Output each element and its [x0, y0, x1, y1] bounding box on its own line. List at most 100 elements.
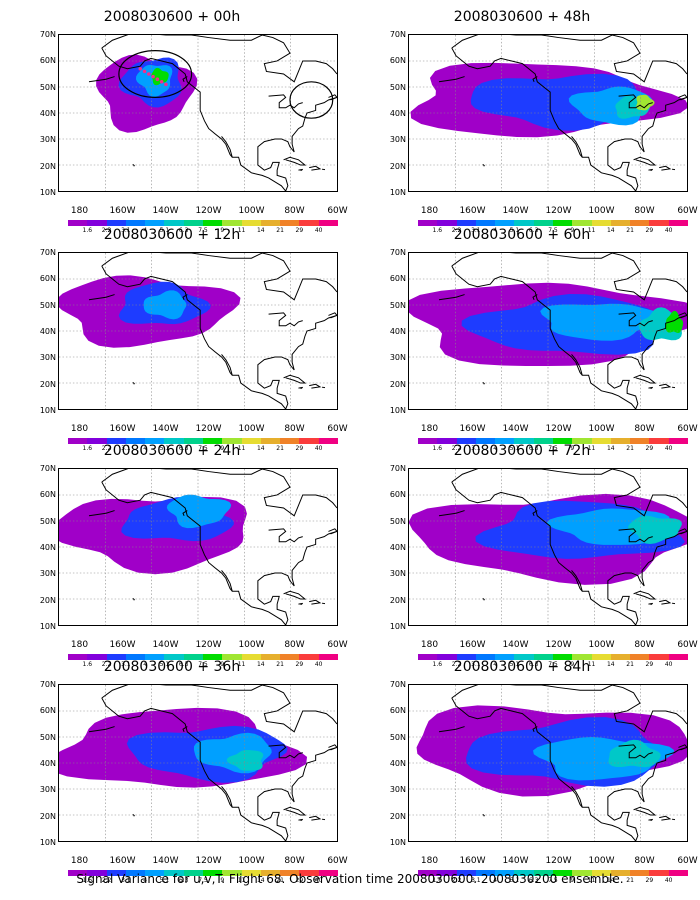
coastline [101, 685, 337, 733]
colorbar-label: 7.5 [198, 661, 208, 668]
coastline [309, 165, 322, 171]
latitude-label: 70N [389, 248, 406, 257]
panel-title: 2008030600 + 12h [103, 227, 241, 243]
longitude-label: 160W [459, 206, 486, 216]
colorbar [68, 220, 338, 226]
colorbar-label: 11 [587, 661, 596, 668]
colorbar-swatch [87, 654, 107, 660]
latitude-label: 30N [389, 135, 406, 145]
colorbar-label-spacer [328, 660, 338, 670]
colorbar-swatch [202, 438, 223, 444]
coastline [571, 786, 583, 808]
colorbar-label: 4 [143, 877, 148, 884]
colorbar-swatch [106, 220, 126, 226]
coastline [328, 744, 337, 751]
longitude-label: 120W [545, 640, 572, 650]
coastline [101, 265, 287, 409]
coastline [221, 570, 233, 592]
colorbar-swatch [668, 654, 688, 660]
colorbar-label: 2.2 [101, 227, 112, 234]
coastline [618, 528, 653, 543]
coastline [451, 35, 687, 83]
colorbar-label: 2.2 [451, 227, 462, 234]
colorbar-swatch [145, 220, 165, 226]
colorbar-swatch [591, 220, 611, 226]
panel-title: 2008030600 + 84h [453, 659, 591, 675]
colorbar-swatch [125, 438, 146, 444]
colorbar-swatch [202, 654, 223, 660]
coastline [451, 481, 637, 625]
colorbar-label: 29 [645, 661, 654, 668]
colorbar-swatch [630, 870, 650, 876]
latitude-label: 40N [389, 326, 406, 336]
colorbar-label: 29 [645, 877, 654, 884]
coastline [309, 383, 322, 389]
coastline [633, 156, 657, 166]
colorbar-swatch [299, 438, 319, 444]
latitude-label: 70N [39, 464, 56, 473]
longitude-label: 60W [677, 640, 698, 650]
colorbar [418, 654, 688, 660]
coastline [283, 374, 307, 384]
latitude-label: 20N [389, 811, 406, 821]
latitude-label: 50N [39, 300, 56, 310]
colorbar-swatch [164, 654, 184, 660]
colorbar-swatch [610, 438, 631, 444]
colorbar-swatch [260, 438, 281, 444]
colorbar-swatch [260, 870, 281, 876]
colorbar-label: 6.3 [178, 661, 189, 668]
colorbar-label: 5.1 [159, 877, 170, 884]
coastline [438, 294, 465, 301]
longitude-label: 180 [420, 424, 439, 434]
colorbar-swatch [318, 870, 338, 876]
map-plot-area [408, 34, 688, 192]
longitude-label: 80W [634, 640, 655, 650]
colorbar-swatch [418, 870, 438, 876]
colorbar [68, 870, 338, 876]
colorbar-swatch [145, 654, 165, 660]
colorbar-swatch [145, 438, 165, 444]
latitude-label: 20N [389, 595, 406, 605]
colorbar-swatch [164, 220, 184, 226]
colorbar-label: 40 [314, 877, 323, 884]
colorbar-label: 1.6 [82, 445, 93, 452]
colorbar-label: 3.1 [471, 661, 481, 668]
coastline [659, 165, 672, 171]
colorbar-label-spacer [328, 226, 338, 236]
colorbar-swatch [241, 870, 261, 876]
variance-contour [151, 67, 169, 86]
longitude-label: 100W [238, 640, 265, 650]
colorbar-label: 7.5 [198, 445, 208, 452]
longitude-label: 100W [588, 640, 615, 650]
colorbar-swatch [495, 220, 515, 226]
map-panel: 2008030600 + 84h 70N 60N 50N 40N 30N 20N 10N 180… [372, 658, 698, 884]
colorbar-swatch [649, 654, 669, 660]
colorbar-swatch [649, 220, 669, 226]
colorbar-label: 1.6 [432, 227, 443, 234]
latitude-label: 50N [389, 300, 406, 310]
coastline [659, 815, 672, 821]
colorbar-label: 14 [606, 661, 615, 668]
colorbar-label: 1.6 [82, 661, 93, 668]
colorbar-label: 6.3 [178, 877, 189, 884]
colorbar-label: 21 [626, 661, 634, 668]
latitude-label: 30N [389, 569, 406, 579]
colorbar-label: 2.2 [101, 445, 112, 452]
colorbar-swatch [299, 870, 319, 876]
colorbar-swatch [145, 870, 165, 876]
coastline [268, 528, 303, 543]
colorbar-label: 14 [256, 227, 265, 234]
colorbar-swatch [649, 438, 669, 444]
colorbar-label: 9 [220, 877, 225, 884]
colorbar-swatch [610, 220, 631, 226]
colorbar-swatch [591, 870, 611, 876]
longitude-label: 80W [284, 640, 305, 650]
colorbar-swatch [456, 220, 476, 226]
observation-point [155, 77, 160, 81]
coastline [88, 294, 115, 301]
colorbar-label: 4 [143, 445, 148, 452]
latitude-label: 70N [389, 30, 406, 39]
longitude-label: 140W [152, 424, 179, 434]
coastline [607, 96, 687, 191]
colorbar-label: 5.1 [159, 661, 170, 668]
